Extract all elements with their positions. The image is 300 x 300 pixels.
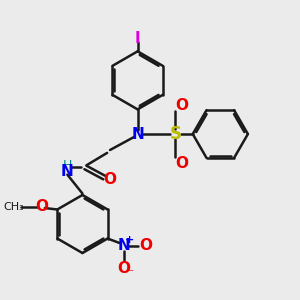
Text: O: O bbox=[117, 262, 130, 277]
Text: O: O bbox=[140, 238, 152, 253]
Text: ⁻: ⁻ bbox=[126, 267, 134, 281]
Text: O: O bbox=[35, 199, 48, 214]
Text: O: O bbox=[175, 156, 188, 171]
Text: N: N bbox=[117, 238, 130, 253]
Text: O: O bbox=[103, 172, 116, 187]
Text: S: S bbox=[169, 125, 181, 143]
Text: N: N bbox=[131, 127, 144, 142]
Text: N: N bbox=[61, 164, 74, 179]
Text: H: H bbox=[63, 160, 72, 172]
Text: I: I bbox=[135, 31, 140, 46]
Text: CH₃: CH₃ bbox=[3, 202, 24, 212]
Text: O: O bbox=[175, 98, 188, 112]
Text: +: + bbox=[125, 235, 134, 245]
